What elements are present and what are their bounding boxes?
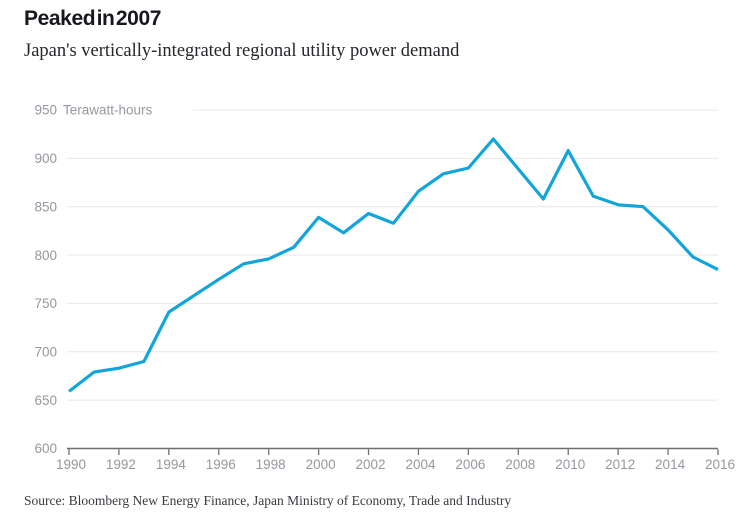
x-tick-label-1998: 1998: [256, 457, 286, 472]
x-tick-label-1996: 1996: [206, 457, 236, 472]
y-tick-label-700: 700: [34, 344, 57, 359]
x-tick-label-2016: 2016: [705, 457, 735, 472]
x-tick-label-2010: 2010: [555, 457, 585, 472]
x-tick-label-2012: 2012: [605, 457, 635, 472]
x-tick-label-2002: 2002: [356, 457, 386, 472]
x-tick-label-1990: 1990: [56, 457, 86, 472]
y-tick-label-950: 950: [34, 103, 57, 118]
y-tick-label-650: 650: [34, 393, 57, 408]
y-tick-label-750: 750: [34, 296, 57, 311]
x-tick-label-2004: 2004: [405, 457, 436, 472]
chart-title: Peaked in 2007: [24, 7, 161, 30]
x-tick-label-2008: 2008: [505, 457, 535, 472]
x-tick-label-2006: 2006: [455, 457, 485, 472]
y-tick-label-600: 600: [34, 441, 57, 456]
power-demand-series-line: [68, 137, 719, 393]
x-tick-label-2000: 2000: [306, 457, 336, 472]
y-tick-label-800: 800: [34, 248, 57, 263]
x-tick-label-2014: 2014: [655, 457, 686, 472]
x-tick-label-1992: 1992: [106, 457, 136, 472]
x-tick-label-1994: 1994: [156, 457, 187, 472]
chart-subtitle: Japan's vertically-integrated regional u…: [24, 41, 460, 61]
source-attribution: Source: Bloomberg New Energy Finance, Ja…: [24, 493, 512, 508]
y-tick-label-900: 900: [34, 151, 57, 166]
y-axis-unit-label: Terawatt-hours: [63, 103, 153, 118]
y-tick-label-850: 850: [34, 199, 57, 214]
